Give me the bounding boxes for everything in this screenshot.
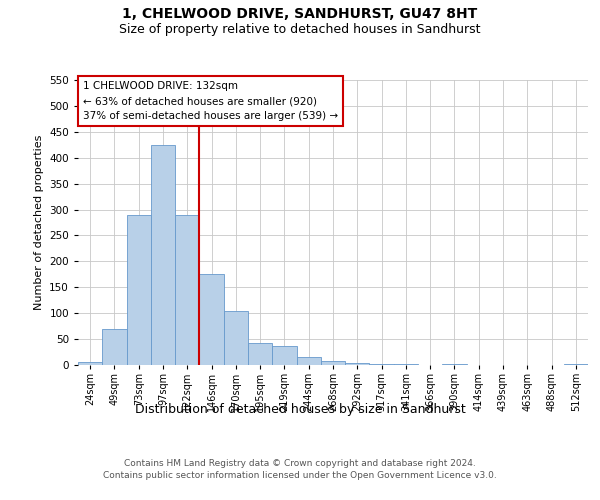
Bar [321, 362, 345, 365]
Text: Size of property relative to detached houses in Sandhurst: Size of property relative to detached ho… [119, 22, 481, 36]
Bar [272, 346, 296, 365]
Bar [127, 214, 151, 365]
Bar [345, 363, 370, 365]
Bar [224, 310, 248, 365]
Bar [370, 364, 394, 365]
Bar [442, 364, 467, 365]
Bar [199, 274, 224, 365]
Text: 1 CHELWOOD DRIVE: 132sqm
← 63% of detached houses are smaller (920)
37% of semi-: 1 CHELWOOD DRIVE: 132sqm ← 63% of detach… [83, 82, 338, 121]
Bar [296, 357, 321, 365]
Bar [151, 145, 175, 365]
Bar [102, 328, 127, 365]
Text: Contains HM Land Registry data © Crown copyright and database right 2024.
Contai: Contains HM Land Registry data © Crown c… [103, 458, 497, 480]
Bar [78, 362, 102, 365]
Text: 1, CHELWOOD DRIVE, SANDHURST, GU47 8HT: 1, CHELWOOD DRIVE, SANDHURST, GU47 8HT [122, 8, 478, 22]
Y-axis label: Number of detached properties: Number of detached properties [34, 135, 44, 310]
Bar [175, 214, 199, 365]
Bar [394, 364, 418, 365]
Bar [248, 343, 272, 365]
Text: Distribution of detached houses by size in Sandhurst: Distribution of detached houses by size … [134, 402, 466, 415]
Bar [564, 364, 588, 365]
